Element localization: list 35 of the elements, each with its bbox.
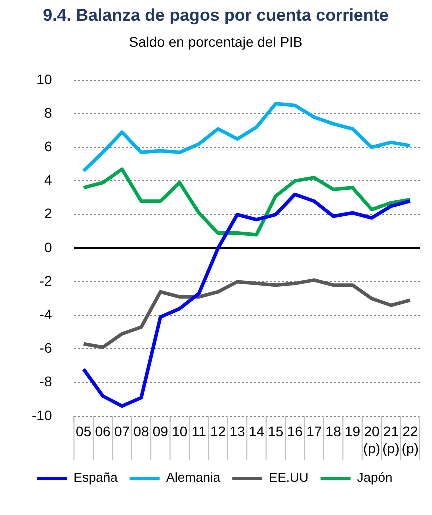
x-tick-label: 05: [76, 424, 92, 440]
y-tick-label: 8: [44, 104, 52, 121]
legend-label: España: [74, 470, 119, 486]
x-tick-label: 17: [306, 424, 322, 440]
y-tick-label: -2: [40, 272, 52, 289]
x-tick-label: 08: [134, 424, 150, 440]
x-tick-label: 20 (p): [363, 424, 381, 456]
y-tick-label: -4: [40, 306, 52, 322]
x-tick-label: 15: [268, 424, 284, 440]
x-tick-label: 09: [152, 424, 169, 440]
chart-subtitle: Saldo en porcentaje del PIB: [128, 34, 304, 50]
y-tick-label: -8: [40, 374, 52, 390]
x-tick-label: 10: [172, 424, 188, 440]
y-tick-label: 0: [44, 239, 52, 256]
y-tick-label: 4: [44, 172, 52, 188]
y-tick-label: 2: [44, 206, 52, 222]
x-tick-label: 21 (p): [382, 424, 400, 456]
chart-title: 9.4. Balanza de pagos por cuenta corriente: [42, 6, 390, 26]
x-tick-label: 14: [248, 424, 265, 440]
x-tick-label: 13: [230, 424, 246, 440]
x-tick-label: 12: [210, 424, 226, 440]
legend-label: Japón: [357, 470, 393, 486]
x-tick-label: 19: [344, 424, 361, 440]
y-tick-label: -6: [40, 340, 52, 356]
x-tick-label: 18: [326, 424, 342, 440]
x-tick-label: 16: [287, 424, 304, 440]
x-tick-label: 07: [114, 424, 130, 440]
legend-label: EE.UU: [269, 470, 309, 486]
x-tick-label: 11: [192, 424, 207, 440]
legend-label: Alemania: [166, 470, 222, 486]
x-tick-label: 22 (p): [402, 424, 419, 456]
x-tick-label: 06: [95, 424, 112, 440]
y-tick-label: -10: [32, 407, 52, 424]
y-tick-label: 6: [44, 138, 52, 154]
y-tick-label: 10: [36, 71, 52, 88]
